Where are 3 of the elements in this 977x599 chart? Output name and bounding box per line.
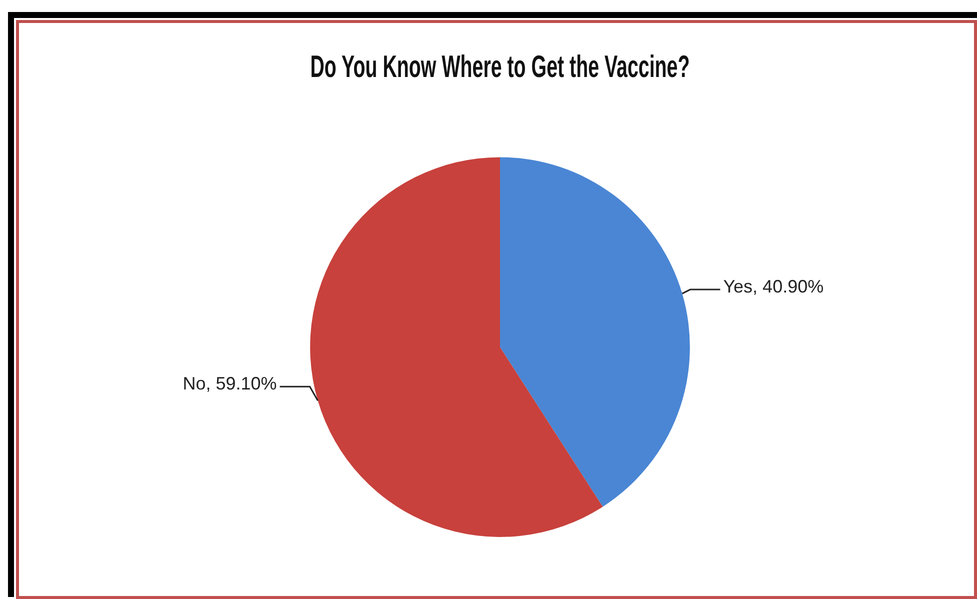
slice-label: No, 59.10%: [182, 374, 277, 394]
chart-title: Do You Know Where to Get the Vaccine?: [310, 48, 690, 84]
slice-label: Yes, 40.90%: [723, 276, 824, 297]
